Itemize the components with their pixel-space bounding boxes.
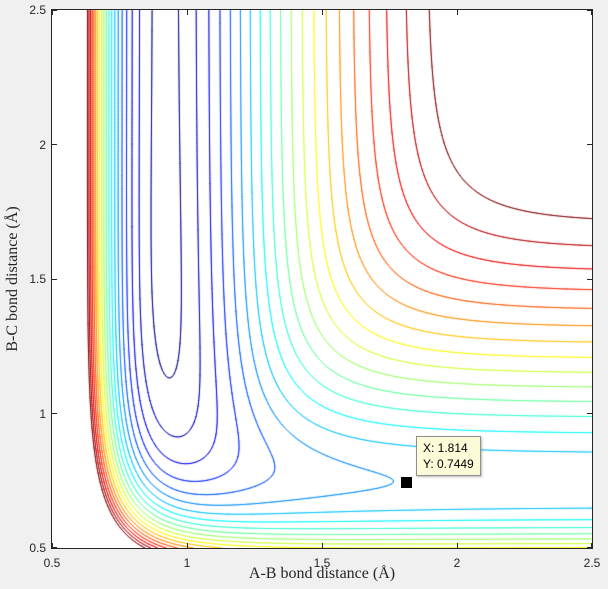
y-tick-mark [52, 144, 57, 145]
datatip-y-value: Y: 0.7449 [423, 457, 474, 471]
y-tick-label: 2.5 [29, 3, 46, 17]
x-axis-label: A-B bond distance (Å) [248, 565, 396, 582]
x-tick-mark [52, 543, 53, 548]
x-tick-mark-top [52, 10, 53, 15]
y-tick-mark-right [587, 547, 592, 548]
y-tick-mark-right [587, 413, 592, 414]
y-tick-mark [52, 10, 57, 11]
x-tick-mark-top [456, 10, 458, 15]
y-tick-label: 0.5 [29, 541, 46, 555]
y-tick-label: 1 [39, 406, 46, 421]
x-tick-mark [591, 543, 592, 548]
y-tick-mark [52, 278, 57, 280]
x-tick-mark-top [591, 10, 592, 15]
x-tick-mark [186, 543, 188, 548]
x-tick-mark-top [321, 10, 323, 15]
y-tick-mark [52, 413, 57, 414]
y-tick-label: 1.5 [29, 272, 46, 286]
plot-area [51, 9, 593, 549]
x-tick-label: 0.5 [43, 556, 61, 570]
contour-canvas[interactable] [52, 10, 592, 548]
datatip-x-value: X: 1.814 [423, 441, 468, 455]
x-tick-label: 1 [183, 556, 191, 570]
x-tick-label: 1.5 [313, 556, 331, 570]
x-tick-mark-top [186, 10, 188, 15]
x-tick-mark [456, 543, 458, 548]
y-tick-mark [52, 547, 57, 548]
datatip-marker[interactable] [401, 477, 412, 488]
x-tick-label: 2 [453, 556, 461, 570]
x-tick-label: 2.5 [583, 556, 601, 570]
y-tick-mark-right [587, 278, 592, 280]
y-tick-mark-right [587, 144, 592, 145]
datatip[interactable]: X: 1.814 Y: 0.7449 [416, 436, 481, 476]
y-tick-mark-right [587, 10, 592, 11]
y-tick-label: 2 [39, 137, 46, 152]
x-tick-mark [321, 543, 323, 548]
